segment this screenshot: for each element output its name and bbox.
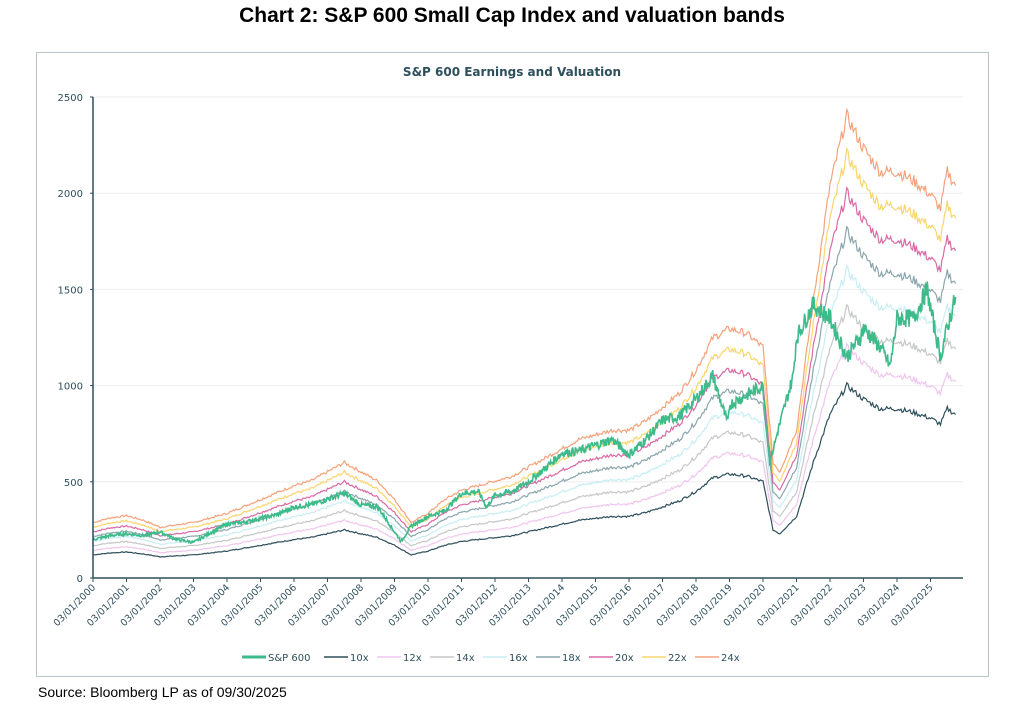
y-tick-label: 1500 [58, 285, 83, 296]
legend-label: 16x [509, 653, 528, 664]
legend-item: 20x [589, 653, 634, 664]
legend-label: S&P 600 [268, 653, 310, 664]
band-line-18x [92, 225, 957, 541]
index-line-sp600 [92, 281, 957, 545]
y-tick-label: 1000 [58, 382, 83, 393]
legend-label: 18x [562, 653, 581, 664]
y-tick-label: 2500 [58, 93, 83, 104]
chart-title: S&P 600 Earnings and Valuation [403, 65, 621, 79]
legend-label: 12x [403, 653, 422, 664]
band-line-24x [92, 107, 957, 529]
legend-label: 14x [456, 653, 475, 664]
y-tick-label: 2000 [58, 189, 83, 200]
y-tick-label: 500 [64, 478, 83, 489]
legend-label: 10x [350, 653, 369, 664]
legend-item: 16x [483, 653, 528, 664]
chart-container: S&P 600 Earnings and Valuation 0 500 1000 1… [36, 52, 989, 677]
line-chart: S&P 600 Earnings and Valuation 0 500 1000 1… [52, 65, 963, 664]
band-line-22x [92, 146, 957, 533]
band-line-14x [92, 303, 957, 550]
legend-item: 14x [430, 653, 475, 664]
band-line-20x [92, 185, 957, 537]
legend-item: 18x [536, 653, 581, 664]
legend-label: 22x [668, 653, 687, 664]
band-line-10x [92, 381, 957, 558]
band-line-12x [92, 342, 957, 554]
legend-item: 10x [324, 653, 369, 664]
legend-item: 24x [695, 653, 740, 664]
band-line-16x [92, 264, 957, 546]
page-title: Chart 2: S&P 600 Small Cap Index and val… [239, 4, 785, 27]
legend-item: 12x [377, 653, 422, 664]
legend-label: 20x [615, 653, 634, 664]
legend-item: S&P 600 [242, 653, 310, 664]
y-tick-label: 0 [77, 574, 83, 585]
legend-item: 22x [642, 653, 687, 664]
legend-label: 24x [721, 653, 740, 664]
source-note: Source: Bloomberg LP as of 09/30/2025 [38, 684, 287, 700]
